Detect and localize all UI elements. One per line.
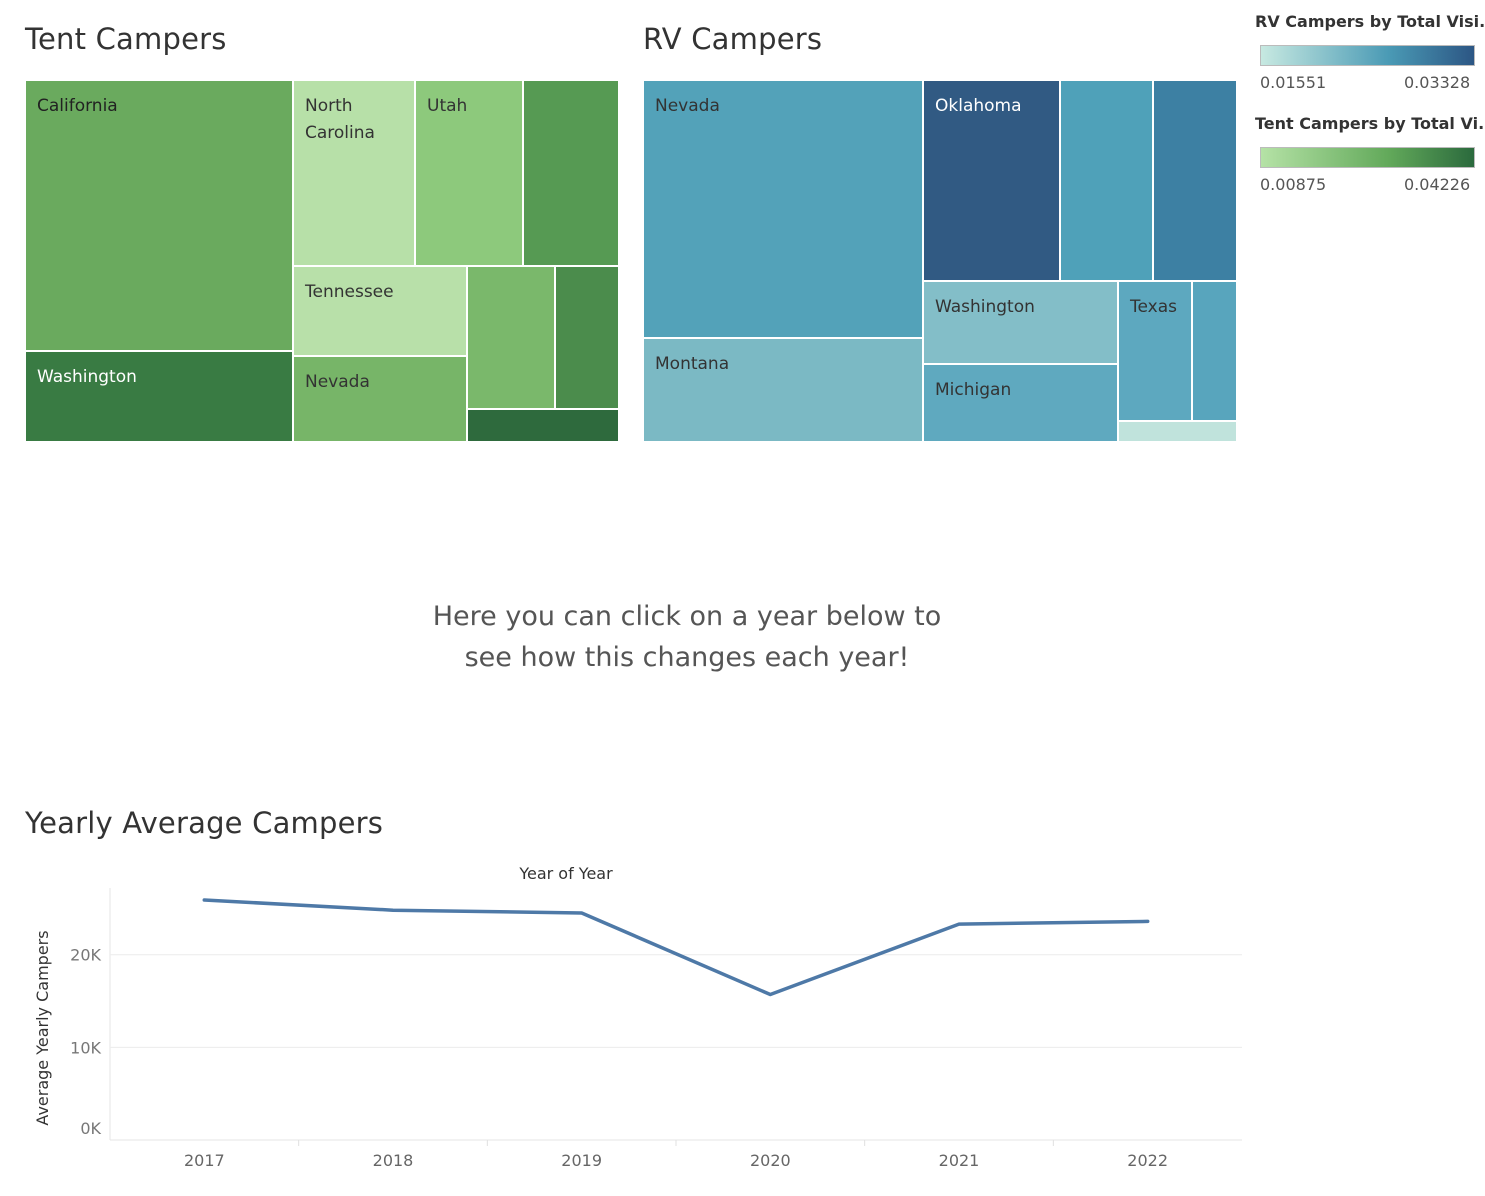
tent-legend-max: 0.04226 [1404,175,1471,194]
y-axis-label: Average Yearly Campers [33,930,52,1125]
rv-legend-min: 0.01551 [1260,73,1327,92]
x-tick-label-2022[interactable]: 2022 [1127,1151,1168,1170]
rv-cell-michigan[interactable]: Michigan [923,364,1118,442]
x-tick-label-2019[interactable]: 2019 [561,1151,602,1170]
x-tick-label-2021[interactable]: 2021 [939,1151,980,1170]
yearly-average-line-chart[interactable]: Year of Year 0K 10K 20K 2017 2018 2019 2020 2021… [0,850,1260,1196]
series-line-0[interactable] [202,898,1150,997]
instruction-line-1: Here you can click on a year below to [432,601,942,632]
data-point-2022[interactable] [1142,915,1154,927]
data-point-2017[interactable] [198,894,210,906]
y-tick-label: 0K [80,1119,101,1138]
rv-legend-max: 0.03328 [1404,73,1471,92]
data-point-2019[interactable] [576,907,588,919]
tent-cell-unlabeled-6[interactable] [555,266,619,409]
y-tick-label: 10K [70,1038,101,1057]
x-tick-label-2018[interactable]: 2018 [373,1151,414,1170]
data-point-2020[interactable] [764,989,776,1001]
tent-cell-unlabeled-9[interactable] [467,409,619,442]
rv-campers-treemap[interactable]: Nevada Oklahoma Montana Washington Michigan T… [643,80,1237,442]
rv-cell-montana[interactable]: Montana [643,338,923,442]
tent-cell-nevada[interactable]: Nevada [293,356,467,442]
rv-cell-unlabeled-9[interactable] [1118,421,1237,442]
tent-legend-min: 0.00875 [1260,175,1327,194]
rv-cell-texas[interactable]: Texas [1118,281,1192,421]
tent-cell-washington[interactable]: Washington [25,351,293,442]
tent-cell-unlabeled-5[interactable] [467,266,555,409]
tent-cell-unlabeled-3[interactable] [523,80,619,266]
rv-legend-gradient [1260,45,1475,66]
yearly-average-title: Yearly Average Campers [25,806,384,840]
tent-legend-title: Tent Campers by Total Vi... [1255,114,1485,133]
tent-cell-tennessee[interactable]: Tennessee [293,266,467,356]
rv-cell-oklahoma[interactable]: Oklahoma [923,80,1060,281]
rv-cell-unlabeled-8[interactable] [1192,281,1237,421]
tent-cell-california[interactable]: California [25,80,293,351]
x-tick-label-2020[interactable]: 2020 [750,1151,791,1170]
tent-campers-treemap[interactable]: California North Carolina Utah Tennessee Was… [25,80,619,442]
rv-cell-unlabeled-3[interactable] [1153,80,1237,281]
rv-cell-nevada[interactable]: Nevada [643,80,923,338]
chart-title: Year of Year [518,864,613,883]
tent-cell-north-carolina[interactable]: North Carolina [293,80,415,266]
tent-campers-title: Tent Campers [25,22,227,56]
rv-cell-unlabeled-2[interactable] [1060,80,1153,281]
data-point-2021[interactable] [953,918,965,930]
x-tick-label-2017[interactable]: 2017 [184,1151,225,1170]
data-point-2018[interactable] [387,904,399,916]
y-tick-label: 20K [70,946,101,965]
rv-campers-title: RV Campers [643,22,823,56]
tent-legend-gradient [1260,147,1475,168]
instruction-line-2: see how this changes each year! [464,642,910,673]
rv-cell-washington[interactable]: Washington [923,281,1118,364]
tent-cell-utah[interactable]: Utah [415,80,523,266]
rv-legend-title: RV Campers by Total Visi... [1255,12,1485,31]
year-instruction-text: Here you can click on a year below to se… [362,596,1012,678]
